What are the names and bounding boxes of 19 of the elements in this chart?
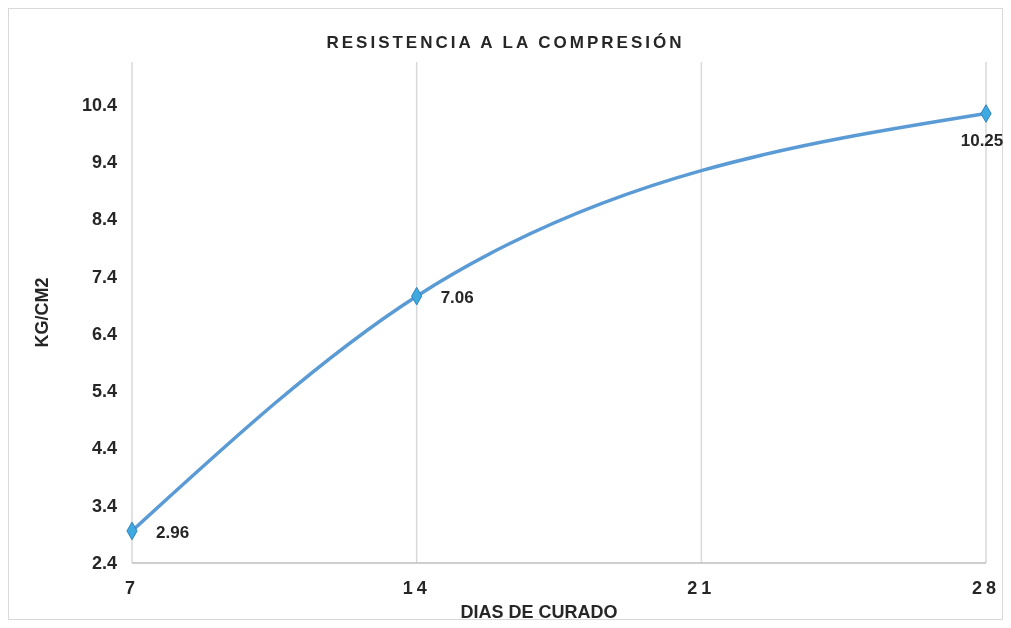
y-tick-label: 5.4 xyxy=(91,381,117,402)
y-axis-title: KG/CM2 xyxy=(32,277,52,348)
x-tick-label: 21 xyxy=(687,578,716,598)
y-tick-label: 8.4 xyxy=(91,209,117,230)
chart-title: RESISTENCIA A LA COMPRESIÓN xyxy=(326,33,685,52)
y-tick-label: 6.4 xyxy=(91,323,117,344)
x-tick-label: 28 xyxy=(971,578,1001,598)
y-tick-label: 2.4 xyxy=(91,553,117,573)
x-tick-label: 7 xyxy=(124,578,140,598)
y-tick-label: 7.4 xyxy=(91,266,117,287)
y-tick-label: 10.4 xyxy=(81,94,117,115)
y-tick-label: 9.4 xyxy=(91,152,117,173)
data-label: 2.96 xyxy=(156,522,190,542)
data-label: 10.25 xyxy=(960,130,1004,150)
y-tick-label: 3.4 xyxy=(91,495,117,516)
x-tick-label: 14 xyxy=(402,578,431,598)
data-label: 7.06 xyxy=(440,288,474,308)
x-axis-title: DIAS DE CURADO xyxy=(460,602,618,622)
y-tick-label: 4.4 xyxy=(91,438,117,459)
